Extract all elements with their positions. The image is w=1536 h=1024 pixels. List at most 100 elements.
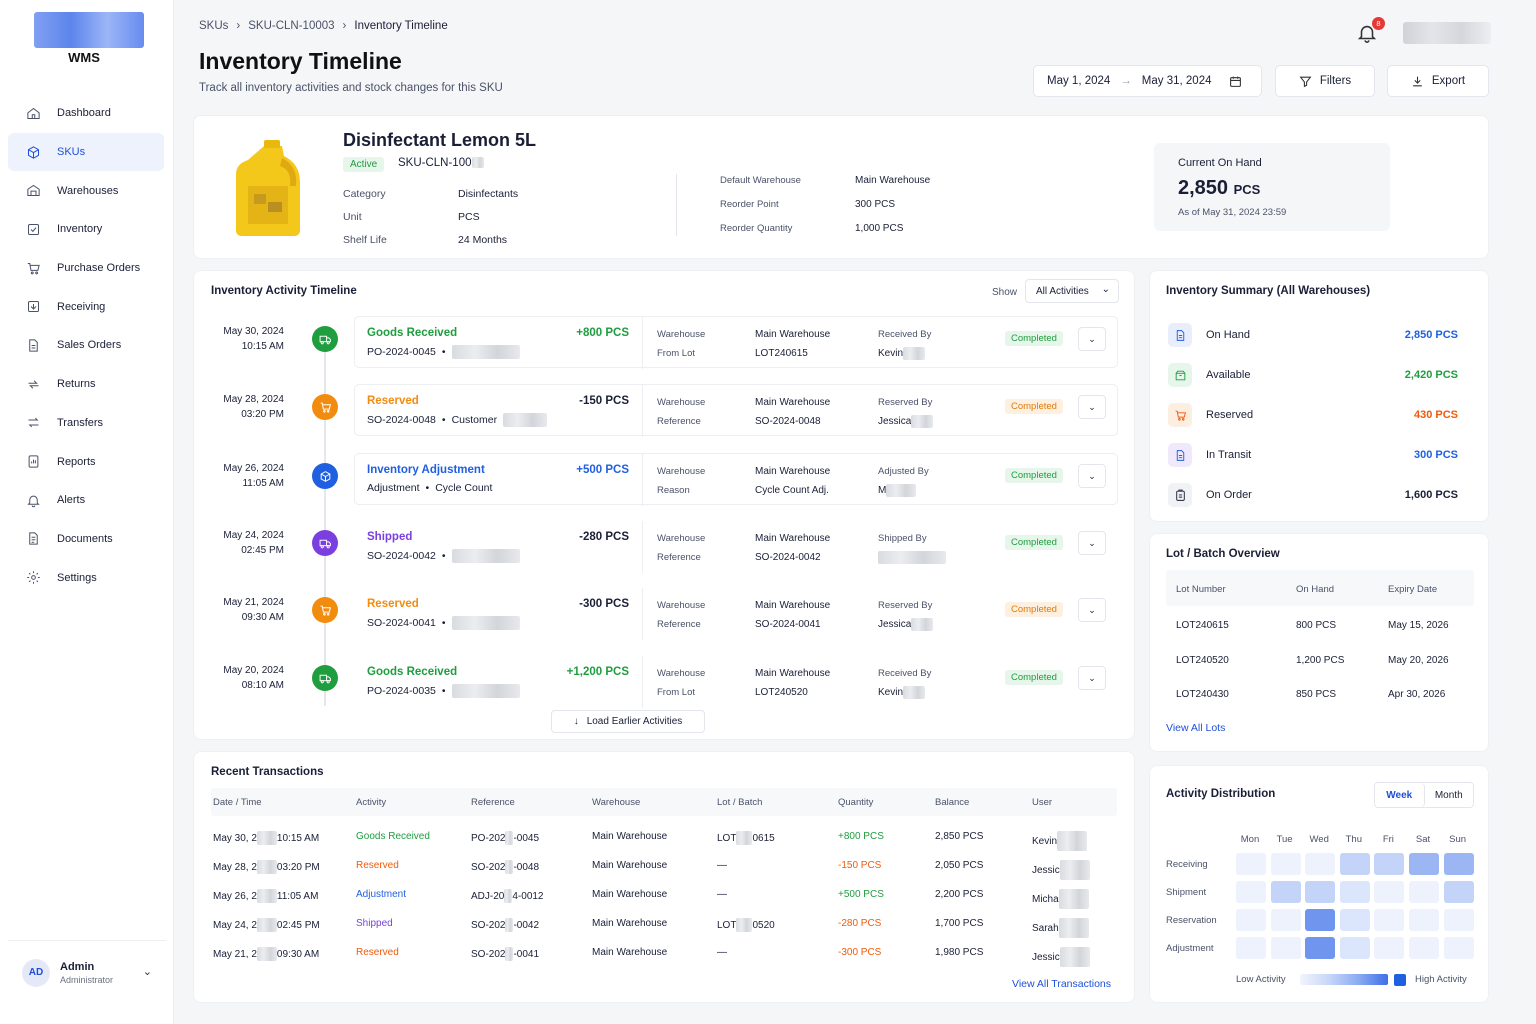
heatmap-cell[interactable] [1305, 909, 1336, 931]
heatmap-cell[interactable] [1236, 881, 1266, 903]
cell-activity: Adjustment [356, 889, 407, 900]
sidebar-item-purchase-orders[interactable]: Purchase Orders [8, 249, 164, 288]
filters-button[interactable]: Filters [1275, 65, 1375, 97]
expand-button[interactable]: ⌄ [1078, 395, 1106, 419]
export-button[interactable]: Export [1387, 65, 1489, 97]
status-badge: Completed [1005, 468, 1063, 483]
chevron-down-icon[interactable]: ⌄ [142, 966, 152, 978]
heatmap-cell[interactable] [1270, 937, 1301, 959]
expand-button[interactable]: ⌄ [1078, 531, 1106, 555]
expand-button[interactable]: ⌄ [1078, 598, 1106, 622]
table-row[interactable]: May 24, 2 02:45 PM Shipped SO-202 -0042 Ma… [211, 909, 1117, 938]
sidebar-item-transfers[interactable]: Transfers [8, 404, 164, 443]
sidebar-item-inventory[interactable]: Inventory [8, 210, 164, 249]
heatmap-cell[interactable] [1305, 937, 1336, 959]
heatmap-cell[interactable] [1339, 853, 1370, 875]
documents-icon [24, 530, 42, 548]
table-row[interactable]: May 30, 2 10:15 AM Goods Received PO-202-… [211, 822, 1117, 851]
breadcrumb-skus[interactable]: SKUs [199, 20, 229, 32]
sidebar-item-skus[interactable]: SKUs [8, 132, 164, 172]
table-row[interactable]: May 21, 2 09:30 AM Reserved SO-202 -0041 M… [211, 938, 1117, 967]
page-subtitle: Track all inventory activities and stock… [199, 82, 503, 94]
sidebar-item-dashboard[interactable]: Dashboard [8, 94, 164, 133]
breadcrumb-sku[interactable]: SKU-CLN-10003 [248, 20, 335, 32]
load-earlier-button[interactable]: ↓ Load Earlier Activities [551, 710, 705, 733]
cell-quantity: -300 PCS [838, 947, 882, 958]
sidebar-item-warehouses[interactable]: Warehouses [8, 171, 164, 210]
heatmap-cell[interactable] [1339, 937, 1370, 959]
cell-warehouse: Main Warehouse [592, 831, 668, 842]
heatmap-cell[interactable] [1236, 937, 1266, 959]
date-range-picker[interactable]: May 1, 2024 → May 31, 2024 [1033, 65, 1262, 97]
view-all-lots-link[interactable]: View All Lots [1166, 722, 1226, 734]
heatmap-cell[interactable] [1374, 853, 1405, 875]
bell-icon[interactable] [1356, 22, 1378, 44]
tab-month[interactable]: Month [1434, 789, 1463, 801]
timeline-item: May 20, 2024 08:10 AM Goods Received +1,2… [194, 655, 1134, 711]
cell-balance: 2,200 PCS [935, 889, 984, 900]
sidebar-item-returns[interactable]: Returns [8, 365, 164, 404]
expand-button[interactable]: ⌄ [1078, 464, 1106, 488]
page-title: Inventory Timeline [199, 48, 402, 74]
category-value: Disinfectants [458, 188, 519, 200]
heatmap-cell[interactable] [1443, 937, 1474, 959]
expand-button[interactable]: ⌄ [1078, 666, 1106, 690]
heatmap-cell[interactable] [1374, 937, 1405, 959]
sidebar-item-settings[interactable]: Settings [8, 558, 164, 597]
reorder-point-value: 300 PCS [855, 199, 896, 210]
status-badge: Completed [1005, 399, 1063, 414]
timeline-date: May 20, 2024 08:10 AM [223, 665, 284, 691]
summary-row-in-transit: In Transit 300 PCS [1166, 439, 1466, 479]
sidebar-item-documents[interactable]: Documents [8, 520, 164, 559]
heatmap-cell[interactable] [1409, 881, 1439, 903]
sidebar-item-reports[interactable]: Reports [8, 442, 164, 481]
divider [642, 521, 643, 573]
heatmap-cell[interactable] [1305, 853, 1336, 875]
logo[interactable]: WMS [24, 12, 144, 65]
timeline-item: May 28, 2024 03:20 PM Reserved -150 PCS S… [194, 384, 1134, 440]
heatmap-cell[interactable] [1339, 881, 1370, 903]
cell-warehouse: Main Warehouse [592, 947, 668, 958]
cell-date: May 30, 2 10:15 AM [213, 831, 320, 845]
sidebar-item-receiving[interactable]: Receiving [8, 287, 164, 326]
status-badge: Completed [1005, 670, 1063, 685]
heatmap-cell[interactable] [1305, 881, 1336, 903]
expand-button[interactable]: ⌄ [1078, 327, 1106, 351]
heatmap-cell[interactable] [1409, 937, 1439, 959]
column-header: On Hand [1296, 584, 1335, 595]
table-row[interactable]: May 28, 2 03:20 PM Reserved SO-202 -0048 M… [211, 851, 1117, 880]
cell-quantity: -150 PCS [838, 860, 882, 871]
heatmap-cell[interactable] [1409, 853, 1439, 875]
truck-icon [312, 665, 338, 691]
heatmap-cell[interactable] [1443, 881, 1474, 903]
view-all-transactions-link[interactable]: View All Transactions [1012, 978, 1112, 990]
heatmap-cell[interactable] [1409, 909, 1439, 931]
timeline-item: May 26, 2024 11:05 AM Inventory Adjustmen… [194, 453, 1134, 509]
sidebar-item-alerts[interactable]: Alerts [8, 481, 164, 520]
activity-filter-select[interactable]: All Activities ⌄ [1025, 279, 1119, 303]
heatmap-cell[interactable] [1443, 909, 1474, 931]
heatmap-cell[interactable] [1443, 853, 1474, 875]
heatmap-cell[interactable] [1270, 909, 1301, 931]
sidebar-item-label: Documents [57, 532, 113, 545]
heatmap-cell[interactable] [1339, 909, 1370, 931]
cart-icon [312, 597, 338, 623]
sidebar-item-label: Alerts [57, 494, 86, 507]
divider [642, 317, 643, 369]
heatmap-cell[interactable] [1236, 853, 1266, 875]
timeline-entry: Goods Received +1,200 PCS PO-2024-0035 • … [354, 655, 1118, 708]
heatmap-cell[interactable] [1270, 881, 1301, 903]
activity-reference: PO-2024-0045 • [367, 345, 520, 359]
heatmap-cell[interactable] [1374, 881, 1405, 903]
heatmap-cell[interactable] [1374, 909, 1405, 931]
day-label: Fri [1382, 834, 1394, 845]
table-row[interactable]: May 26, 2 11:05 AM Adjustment ADJ-20 4-001… [211, 880, 1117, 909]
tab-week[interactable]: Week [1375, 783, 1425, 807]
document-icon [24, 336, 42, 354]
sidebar-item-sales-orders[interactable]: Sales Orders [8, 326, 164, 365]
user-menu[interactable]: AD Admin Administrator ⌄ [8, 940, 166, 1004]
user-profile[interactable] [1403, 22, 1491, 44]
heatmap-cell[interactable] [1270, 853, 1301, 875]
sidebar-item-label: Inventory [57, 223, 103, 236]
heatmap-cell[interactable] [1236, 909, 1266, 931]
